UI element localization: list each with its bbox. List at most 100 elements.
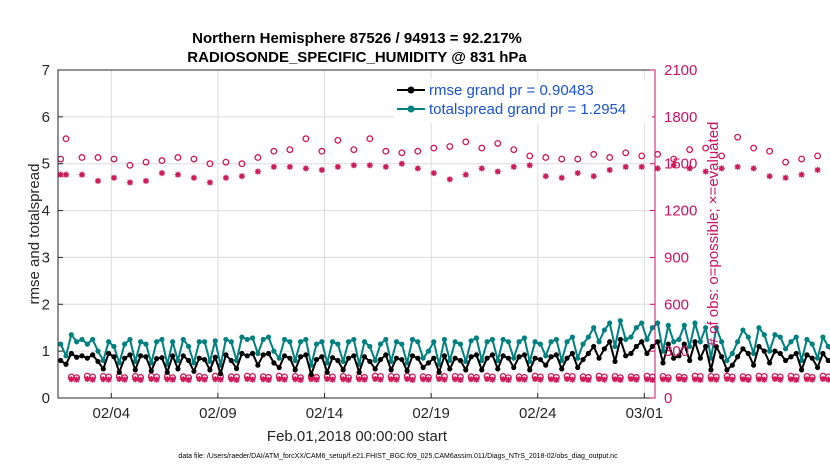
obs-evaluated-point bbox=[185, 376, 192, 383]
rmse-point bbox=[703, 343, 709, 350]
obs-evaluated-point bbox=[350, 162, 357, 169]
rmse-point bbox=[649, 343, 655, 350]
totalspread-point bbox=[409, 336, 416, 343]
rmse-point bbox=[473, 352, 480, 358]
obs-evaluated-point bbox=[777, 376, 784, 383]
obs-evaluated-point bbox=[228, 376, 235, 383]
totalspread-point bbox=[820, 334, 826, 340]
totalspread-point bbox=[313, 341, 320, 347]
legend-rmse-marker bbox=[407, 86, 415, 94]
rmse-point bbox=[793, 350, 799, 357]
obs-evaluated-point bbox=[436, 375, 443, 382]
totalspread-point bbox=[191, 360, 197, 366]
totalspread-point bbox=[292, 357, 298, 364]
obs-evaluated-point bbox=[494, 168, 501, 175]
obs-evaluated-point bbox=[537, 376, 544, 383]
rmse-point bbox=[457, 357, 464, 364]
rmse-point bbox=[175, 366, 181, 372]
obs-evaluated-point bbox=[718, 165, 725, 172]
totalspread-point bbox=[559, 357, 565, 364]
chart-title-line2: RADIOSONDE_SPECIFIC_HUMIDITY @ 831 hPa bbox=[187, 49, 527, 66]
obs-evaluated-point bbox=[222, 174, 229, 181]
x-axis-label: Feb.01,2018 00:00:00 start bbox=[267, 428, 448, 445]
y-tick-label-left: 6 bbox=[42, 109, 50, 126]
rmse-point bbox=[740, 346, 746, 352]
totalspread-point bbox=[703, 325, 709, 331]
totalspread-point bbox=[740, 327, 746, 333]
obs-evaluated-point bbox=[372, 375, 379, 382]
rmse-point bbox=[420, 364, 426, 371]
totalspread-point bbox=[170, 339, 176, 345]
obs-evaluated-point bbox=[404, 375, 411, 382]
obs-evaluated-point bbox=[606, 166, 613, 173]
rmse-point bbox=[68, 350, 74, 357]
rmse-point bbox=[628, 350, 634, 357]
rmse-point bbox=[212, 354, 218, 360]
obs-evaluated-point bbox=[190, 174, 197, 181]
rmse-point bbox=[655, 339, 661, 345]
obs-possible-point bbox=[638, 152, 646, 160]
rmse-point bbox=[313, 356, 320, 363]
totalspread-point bbox=[63, 353, 69, 359]
rmse-point bbox=[409, 353, 416, 359]
obs-evaluated-point bbox=[68, 376, 75, 383]
obs-evaluated-point bbox=[473, 376, 480, 383]
obs-evaluated-point bbox=[57, 171, 64, 178]
totalspread-point bbox=[228, 339, 234, 345]
totalspread-point bbox=[782, 346, 789, 352]
rmse-point bbox=[777, 350, 783, 357]
obs-evaluated-point bbox=[484, 375, 491, 382]
obs-evaluated-point bbox=[382, 163, 389, 170]
obs-evaluated-point bbox=[675, 375, 682, 382]
totalspread-point bbox=[756, 325, 762, 331]
obs-possible-point bbox=[398, 149, 406, 157]
series-layer bbox=[57, 133, 830, 383]
rmse-point bbox=[431, 355, 437, 361]
rmse-point bbox=[100, 366, 106, 372]
obs-evaluated-point bbox=[510, 163, 517, 170]
obs-evaluated-point bbox=[292, 376, 299, 383]
obs-evaluated-point bbox=[782, 174, 789, 181]
obs-evaluated-point bbox=[281, 376, 288, 383]
rmse-point bbox=[292, 367, 298, 373]
totalspread-point bbox=[697, 339, 703, 345]
obs-evaluated-point bbox=[265, 376, 272, 383]
rmse-point bbox=[367, 358, 373, 365]
totalspread-point bbox=[564, 339, 570, 345]
totalspread-point bbox=[655, 320, 661, 326]
obs-possible-point bbox=[814, 152, 822, 160]
rmse-point bbox=[180, 353, 186, 359]
rmse-point bbox=[745, 350, 751, 357]
obs-possible-point bbox=[718, 152, 726, 160]
rmse-point bbox=[425, 360, 432, 366]
totalspread-point bbox=[68, 332, 74, 338]
legend-spread-marker bbox=[407, 105, 415, 113]
totalspread-point bbox=[239, 334, 245, 340]
obs-evaluated-point bbox=[94, 177, 101, 184]
obs-evaluated-point bbox=[260, 376, 267, 383]
totalspread-point bbox=[692, 320, 698, 326]
rmse-point bbox=[772, 348, 778, 354]
obs-evaluated-point bbox=[137, 376, 144, 383]
totalspread-point bbox=[249, 335, 256, 341]
totalspread-point bbox=[591, 325, 597, 331]
obs-evaluated-point bbox=[73, 376, 80, 383]
obs-possible-point bbox=[238, 160, 246, 168]
rmse-point bbox=[271, 360, 277, 366]
obs-evaluated-point bbox=[78, 171, 85, 178]
obs-possible-point bbox=[206, 160, 214, 168]
obs-possible-point bbox=[414, 147, 422, 155]
y-tick-label-left: 5 bbox=[42, 156, 50, 173]
obs-evaluated-point bbox=[585, 376, 592, 383]
rmse-point bbox=[543, 362, 549, 368]
obs-evaluated-point bbox=[276, 375, 283, 382]
rmse-point bbox=[436, 369, 442, 375]
chart-title-line1: Northern Hemisphere 87526 / 94913 = 92.2… bbox=[192, 30, 522, 47]
totalspread-point bbox=[148, 360, 154, 366]
rmse-point bbox=[196, 355, 202, 361]
totalspread-line bbox=[59, 319, 830, 367]
obs-evaluated-point bbox=[670, 162, 677, 169]
obs-evaluated-point bbox=[793, 376, 800, 383]
rmse-point bbox=[154, 356, 160, 362]
totalspread-point bbox=[660, 348, 666, 354]
